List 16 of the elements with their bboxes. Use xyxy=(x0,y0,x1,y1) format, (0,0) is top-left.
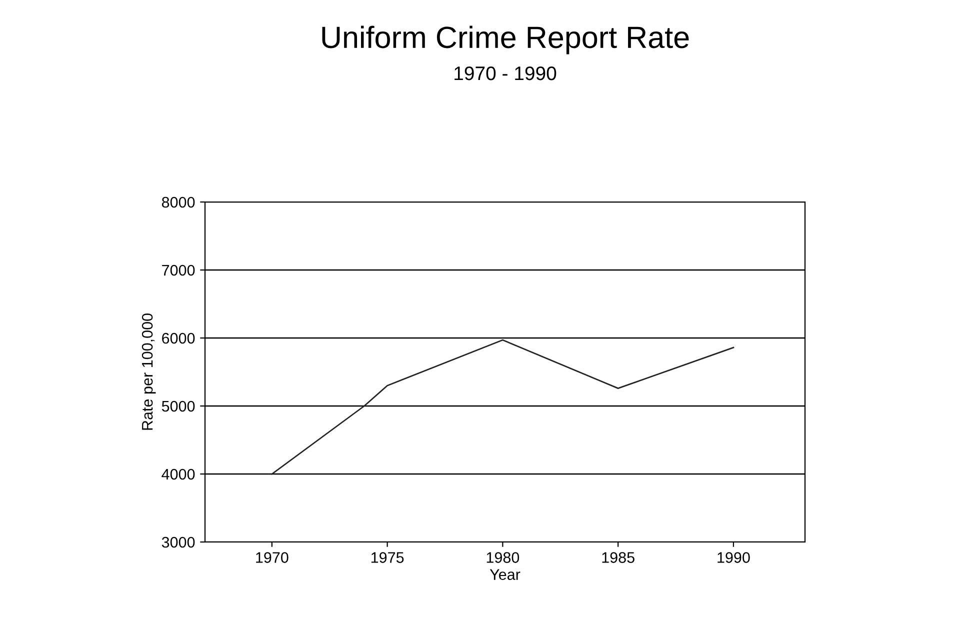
y-tick-label: 7000 xyxy=(162,264,195,276)
line-series xyxy=(271,339,734,475)
y-tick-label: 8000 xyxy=(162,196,195,208)
x-tick-label: 1970 xyxy=(256,552,288,563)
y-tick-label: 5000 xyxy=(162,400,195,412)
x-tick-label: 1990 xyxy=(718,552,750,563)
y-tick-label: 4000 xyxy=(162,468,195,480)
x-axis-title: Year xyxy=(490,569,520,580)
x-tick-label: 1975 xyxy=(371,552,404,563)
y-tick-label: 3000 xyxy=(162,536,195,548)
chart-subtitle: 1970 - 1990 xyxy=(454,66,556,80)
y-axis-title: Rate per 100,000 xyxy=(142,314,156,430)
y-tick-label: 6000 xyxy=(162,332,195,344)
x-tick-label: 1980 xyxy=(486,552,520,563)
chart-title: Uniform Crime Report Rate xyxy=(322,26,689,54)
x-tick-label: 1985 xyxy=(602,552,634,563)
